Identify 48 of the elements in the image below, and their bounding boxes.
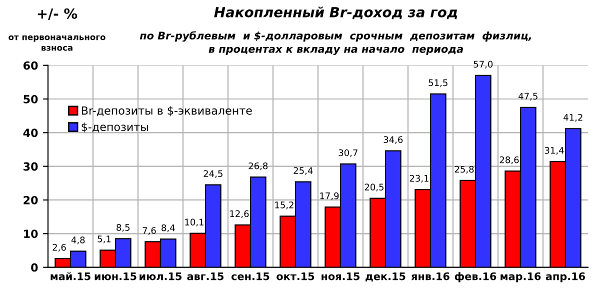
x-tick-label: авг.15: [187, 272, 224, 280]
legend-label: $-депозиты: [82, 122, 148, 133]
data-label: 8,5: [116, 224, 130, 232]
x-tick-label: июн.15: [94, 272, 136, 280]
x-tick-label: янв.16: [411, 272, 450, 280]
data-label: 7,6: [142, 227, 156, 235]
x-tick-label: ноя.15: [322, 272, 360, 280]
data-label: 25,4: [294, 167, 313, 175]
data-label: 41,2: [564, 114, 582, 122]
data-label: 17,9: [320, 192, 339, 200]
x-tick-label: мар.16: [500, 272, 541, 282]
x-tick-label: окт.15: [276, 272, 314, 280]
y-tick-label: 60: [24, 61, 38, 70]
legend-label: Br-депозиты в $-эквиваленте: [82, 106, 252, 116]
x-tick-label: дек.15: [366, 272, 406, 282]
data-label: 8,4: [162, 224, 175, 232]
data-label: 30,7: [338, 149, 358, 158]
y-tick-label: 40: [23, 128, 38, 138]
x-tick-label: апр.16: [546, 272, 586, 282]
data-label: 51,5: [428, 79, 448, 88]
data-label: 47,5: [518, 92, 538, 101]
y-axis-title: +/- % от первоначального взноса: [8, 8, 106, 51]
x-tick-label: фев.16: [454, 272, 496, 282]
data-label: 15,2: [275, 202, 294, 210]
chart-title: Накопленный Br-доход за год: [214, 6, 458, 20]
data-label: 10,1: [185, 218, 204, 226]
data-label: 57,0: [474, 60, 493, 69]
x-tick-label: май.15: [50, 272, 90, 280]
data-label: 34,6: [384, 136, 403, 144]
data-label: 5,1: [98, 236, 111, 244]
chart-subtitle: по Br-рублевым и $-долларовым срочным депозитам физлиц, в процентах к вкладу на начало периода: [140, 31, 532, 55]
y-tick-label: 50: [24, 94, 38, 104]
data-label: 28,6: [500, 156, 519, 164]
data-label: 25,8: [454, 166, 474, 174]
data-label: 20,5: [364, 184, 384, 192]
y-tick-label: 10: [24, 230, 38, 238]
data-label: 24,5: [204, 170, 222, 178]
y-tick-label: 20: [24, 196, 38, 204]
data-label: 4,8: [71, 236, 85, 244]
data-label: 23,1: [410, 174, 428, 183]
data-label: 31,4: [544, 146, 564, 155]
data-label: 26,8: [248, 162, 268, 170]
data-label: 2,6: [52, 244, 66, 252]
data-label: 12,6: [230, 210, 249, 218]
y-tick-label: 0: [31, 263, 38, 272]
y-tick-label: 30: [24, 162, 38, 171]
x-tick-label: июл.15: [140, 272, 182, 280]
x-tick-label: сен.15: [232, 272, 270, 280]
